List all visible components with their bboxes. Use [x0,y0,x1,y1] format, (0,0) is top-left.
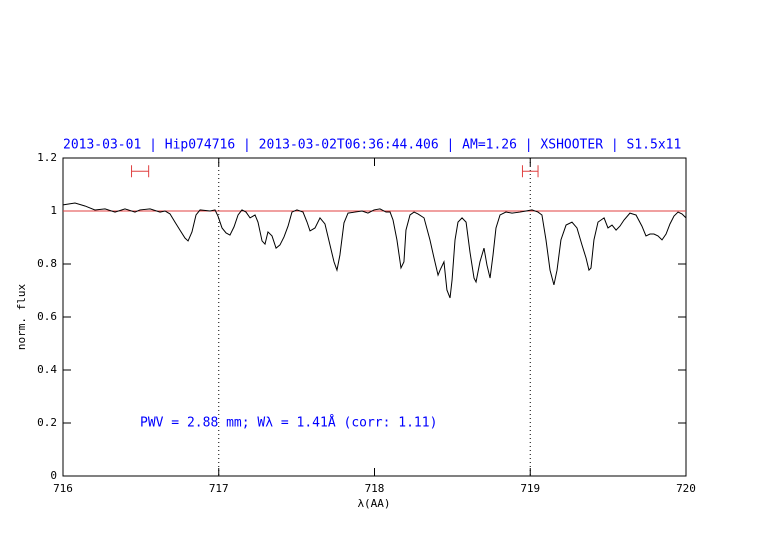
annotation: PWV = 2.88 mm; Wλ = 1.41Å (corr: 1.11) [140,415,437,431]
y-tick-label: 0 [50,469,57,482]
y-axis-label: norm. flux [15,284,28,351]
interval-marker [131,165,150,178]
interval-marker [521,165,539,178]
x-tick-label: 719 [520,482,540,495]
chart-title: 2013-03-01 | Hip074716 | 2013-03-02T06:3… [63,138,681,153]
y-tick-label: 0.4 [37,363,57,376]
spectrum-line [62,202,687,299]
x-tick-label: 716 [53,482,73,495]
x-tick-label: 718 [365,482,385,495]
x-tick-label: 720 [676,482,696,495]
x-axis-label: λ(AA) [357,497,390,510]
x-tick-label: 717 [209,482,229,495]
y-tick-label: 0.2 [37,416,57,429]
y-tick-label: 1.2 [37,151,57,164]
y-tick-label: 0.8 [37,257,57,270]
y-tick-label: 1 [50,204,57,217]
y-tick-label: 0.6 [37,310,57,323]
